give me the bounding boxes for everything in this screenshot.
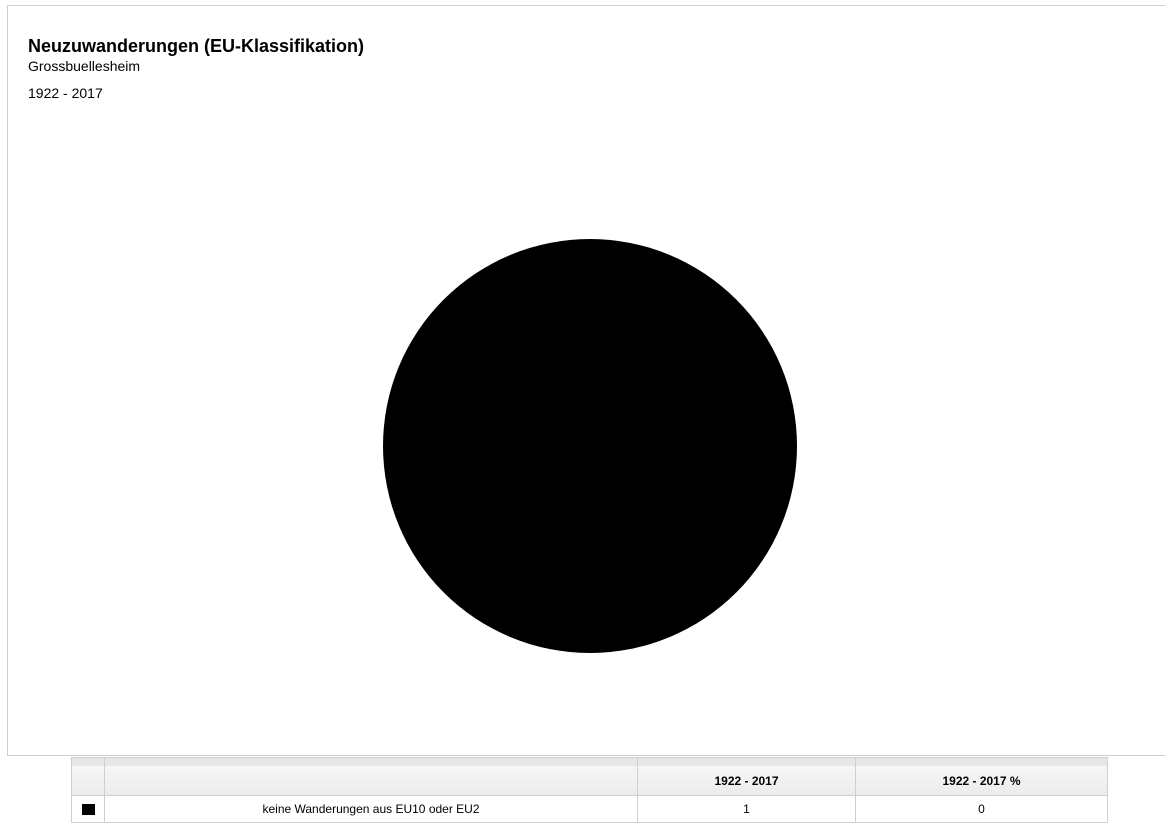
row-percent: 0 xyxy=(855,795,1108,823)
table-header-row: 1922 - 2017 1922 - 2017 % xyxy=(71,766,1108,796)
pie-slice-0 xyxy=(383,239,797,653)
row-label: keine Wanderungen aus EU10 oder EU2 xyxy=(104,795,638,823)
column-header-swatch xyxy=(71,766,105,796)
table-row: keine Wanderungen aus EU10 oder EU2 1 0 xyxy=(71,795,1108,823)
column-header-label xyxy=(104,766,638,796)
chart-subtitle: Grossbuellesheim xyxy=(28,58,141,74)
data-table: 1922 - 2017 1922 - 2017 % keine Wanderun… xyxy=(71,757,1108,823)
column-header-value: 1922 - 2017 xyxy=(637,766,856,796)
chart-period: 1922 - 2017 xyxy=(28,85,103,101)
chart-title: Neuzuwanderungen (EU-Klassifikation) xyxy=(28,36,365,56)
column-header-percent: 1922 - 2017 % xyxy=(855,766,1108,796)
legend-swatch xyxy=(81,804,95,816)
pie-chart xyxy=(383,239,797,653)
row-value: 1 xyxy=(637,795,856,823)
legend-swatch-cell xyxy=(71,795,105,823)
table-top-strip xyxy=(71,757,1108,766)
